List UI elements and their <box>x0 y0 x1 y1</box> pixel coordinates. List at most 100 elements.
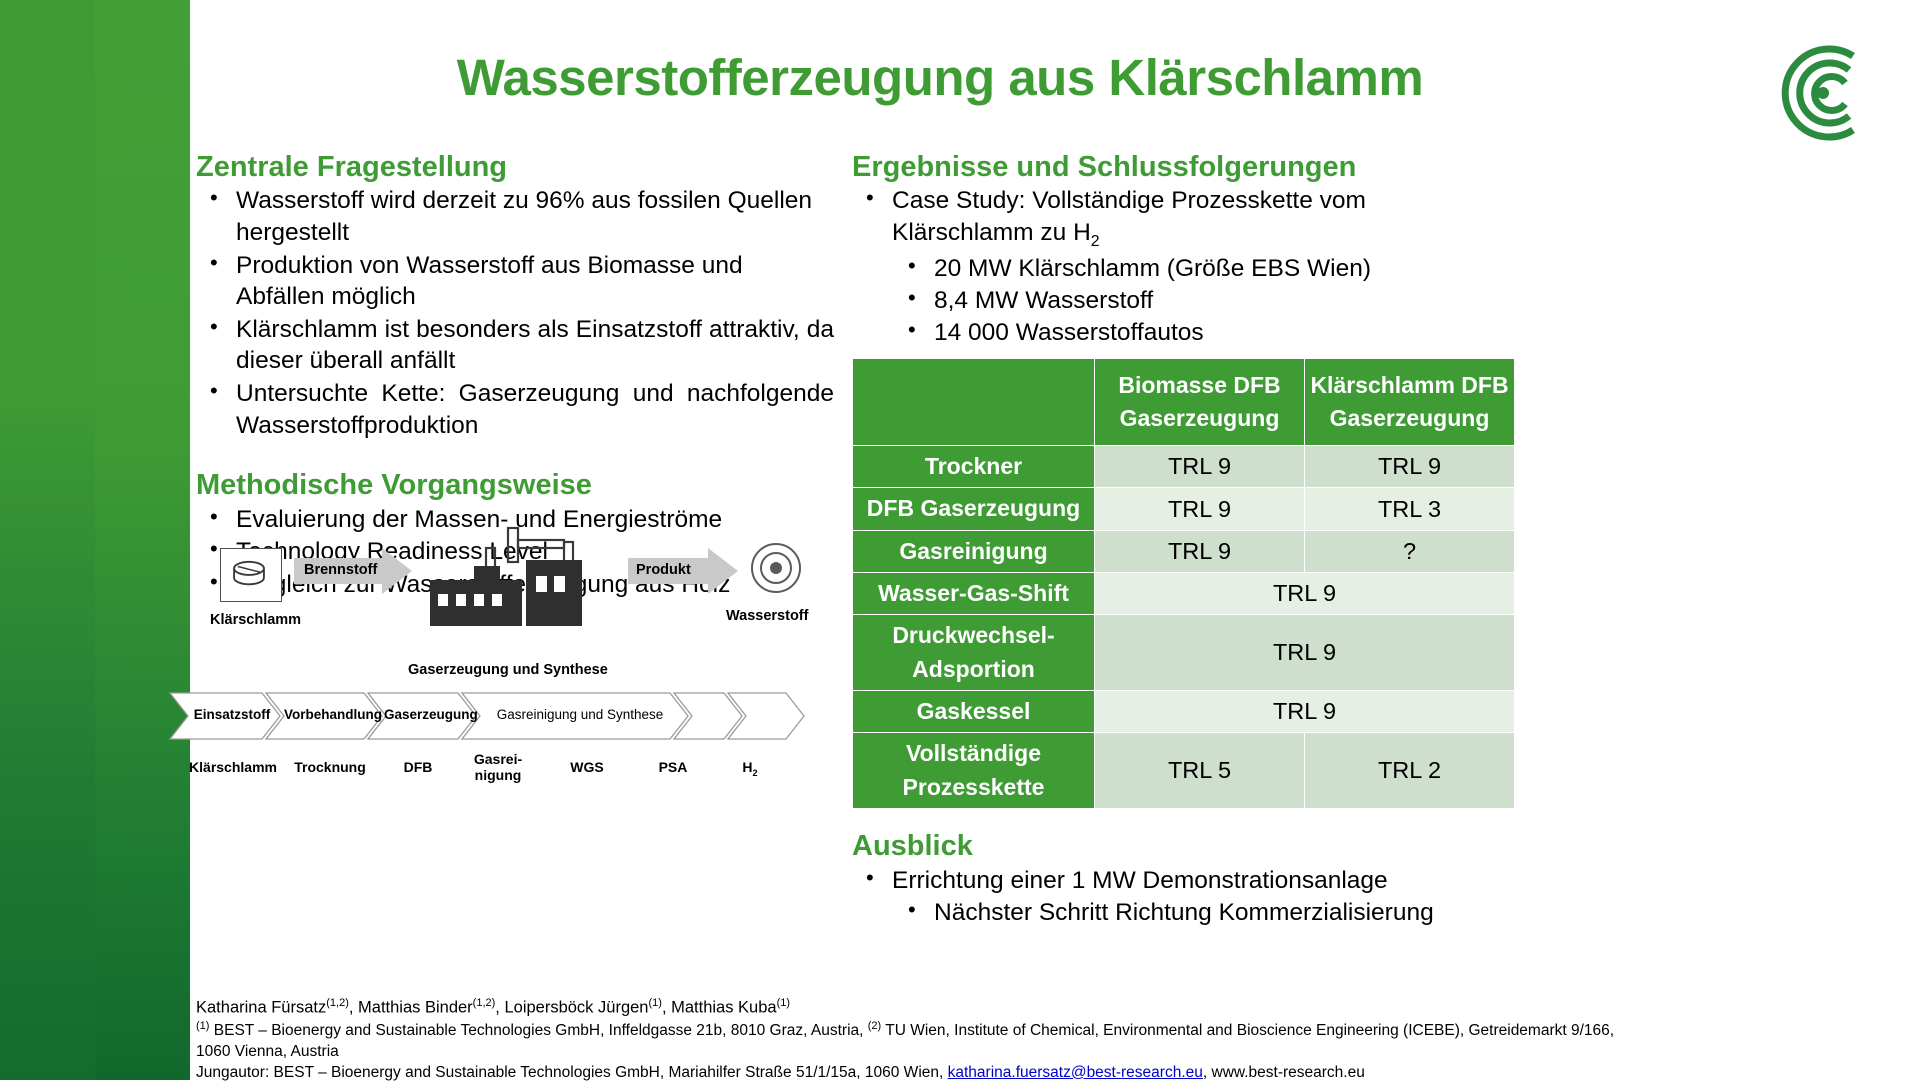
cell-klaerschlamm: TRL 3 <box>1304 487 1515 531</box>
spacer <box>852 809 1512 831</box>
best-research-swirl-logo <box>1753 38 1873 148</box>
row-header-trockner: Trockner <box>852 444 1095 489</box>
table-header-row: Biomasse DFB Gaserzeugung Klärschlamm DF… <box>852 357 1515 446</box>
list-item: Klärschlamm ist besonders als Einsatzsto… <box>196 313 834 377</box>
row-header-dfb-gaserzeugung: DFB Gaserzeugung <box>852 487 1095 531</box>
author-3-ref: (1) <box>648 997 662 1009</box>
author-4: , Matthias Kuba <box>661 998 777 1017</box>
cell-klaerschlamm: TRL 2 <box>1304 732 1515 810</box>
stage-label-gasreinigung: Gasrei-nigung <box>473 751 523 784</box>
left-accent-bar-inner <box>95 0 190 1080</box>
list-zentrale-fragestellung: Wasserstoff wird derzeit zu 96% aus foss… <box>196 184 834 441</box>
list-item: Evaluierung der Massen- und Energieström… <box>196 503 834 536</box>
list-item: Errichtung einer 1 MW Demonstrationsanla… <box>852 864 1512 897</box>
author-1-ref: (1,2) <box>326 997 349 1009</box>
affiliation-1-marker: (1) <box>196 1020 210 1033</box>
cell-klaerschlamm: TRL 9 <box>1304 444 1515 489</box>
list-item: Case Study: Vollständige Prozesskette vo… <box>852 184 1512 252</box>
cell-klaerschlamm: ? <box>1304 529 1515 574</box>
affiliation-1-text: BEST – Bioenergy and Sustainable Technol… <box>213 1022 864 1040</box>
author-2-ref: (1,2) <box>472 997 496 1009</box>
table-col-header-biomasse: Biomasse DFB Gaserzeugung <box>1094 357 1305 446</box>
arrow-produkt-icon <box>628 548 738 594</box>
footer-contact: Jungautor: BEST – Bioenergy and Sustaina… <box>196 1063 1616 1083</box>
list-item: Wasserstoff wird derzeit zu 96% aus foss… <box>196 184 834 248</box>
sublist-ausblick: Nächster Schritt Richtung Kommerzialisie… <box>852 896 1512 929</box>
contact-suffix: , www.best-research.eu <box>1202 1063 1365 1081</box>
cell-merged: TRL 9 <box>1094 690 1515 734</box>
author-3: , Loipersböck Jürgen <box>495 998 649 1017</box>
contact-prefix: Jungautor: BEST – Bioenergy and Sustaina… <box>196 1063 948 1081</box>
stage-label-wgs: WGS <box>570 759 604 775</box>
header-line-2: Gaserzeugung <box>1329 404 1490 431</box>
chevron-label-gaserzeugung: Gaserzeugung <box>384 707 478 722</box>
stage-label-psa: PSA <box>658 759 688 775</box>
table-corner-cell <box>852 357 1095 446</box>
arrow-brennstoff-icon <box>294 548 412 594</box>
chevron-label-gasreinigung-synthese: Gasreinigung und Synthese <box>496 707 664 722</box>
diagram-label-gaserzeugung-synthese: Gaserzeugung und Synthese <box>408 662 608 678</box>
stage-label-h2: H2 <box>742 759 758 778</box>
heading-ausblick: Ausblick <box>852 830 973 863</box>
row-header-wasser-gas-shift: Wasser-Gas-Shift <box>852 572 1095 616</box>
chevron-label-einsatzstoff: Einsatzstoff <box>193 707 271 722</box>
list-item: Produktion von Wasserstoff aus Biomasse … <box>196 249 834 313</box>
cell-biomasse: TRL 5 <box>1094 732 1305 810</box>
cell-biomasse: TRL 9 <box>1094 529 1305 574</box>
contact-email-link[interactable]: katharina.fuersatz@best-research.eu <box>947 1063 1203 1081</box>
klaerschlamm-icon <box>220 548 282 602</box>
list-item: 20 MW Klärschlamm (Größe EBS Wien) <box>852 252 1512 285</box>
list-item: 8,4 MW Wasserstoff <box>852 284 1512 317</box>
list-ausblick: Errichtung einer 1 MW Demonstrationsanla… <box>852 864 1512 897</box>
list-ergebnisse: Case Study: Vollständige Prozesskette vo… <box>852 184 1512 252</box>
process-flow-diagram: Klärschlamm Brennstoff Gaserzeugung und … <box>196 520 836 690</box>
heading-ergebnisse-schlussfolgerungen: Ergebnisse und Schlussfolgerungen <box>852 151 1357 183</box>
cell-biomasse: TRL 9 <box>1094 487 1305 531</box>
process-chain-chevrons: Einsatzstoff Vorbehandlung Gaserzeugung … <box>168 692 808 740</box>
page-title: Wasserstofferzeugung aus Klärschlamm <box>456 49 1424 106</box>
subscript-2: 2 <box>1090 232 1100 250</box>
diagram-label-brennstoff: Brennstoff <box>304 562 378 578</box>
table-col-header-klaerschlamm: Klärschlamm DFB Gaserzeugung <box>1304 357 1515 446</box>
table-row: Gaskessel TRL 9 <box>852 690 1515 734</box>
heading-methodische-vorgangsweise: Methodische Vorgangsweise <box>196 469 592 502</box>
cell-merged: TRL 9 <box>1094 614 1515 692</box>
author-4-ref: (1) <box>776 997 791 1009</box>
affiliation-2-text: TU Wien, Institute of Chemical, Environm… <box>196 1022 1615 1061</box>
list-item: Untersuchte Kette: Gaserzeugung und nach… <box>196 377 834 441</box>
row-header-gaskessel: Gaskessel <box>852 690 1095 734</box>
author-2: , Matthias Binder <box>348 998 473 1017</box>
diagram-label-wasserstoff: Wasserstoff <box>726 608 809 624</box>
cell-biomasse: TRL 9 <box>1094 444 1305 489</box>
heading-zentrale-fragestellung: Zentrale Fragestellung <box>196 151 508 183</box>
gasification-plant-icon <box>430 526 582 626</box>
trl-comparison-table: Biomasse DFB Gaserzeugung Klärschlamm DF… <box>852 357 1515 810</box>
wasserstoff-atom-icon <box>751 543 801 593</box>
list-item: Nächster Schritt Richtung Kommerzialisie… <box>852 896 1512 929</box>
header-line-2: Gaserzeugung <box>1119 404 1280 431</box>
table-row: DFB Gaserzeugung TRL 9 TRL 3 <box>852 487 1515 531</box>
process-chain-stage-labels: Klärschlamm Trocknung DFB Gasrei-nigung … <box>168 751 828 795</box>
sublist-ergebnisse: 20 MW Klärschlamm (Größe EBS Wien) 8,4 M… <box>852 252 1512 349</box>
table-row: Vollständige Prozesskette TRL 5 TRL 2 <box>852 732 1515 810</box>
stage-label-dfb: DFB <box>403 759 433 775</box>
row-header-vollstaendige-prozesskette: Vollständige Prozesskette <box>852 732 1095 810</box>
footer: Katharina Fürsatz(1,2), Matthias Binder(… <box>196 996 1616 1083</box>
row-header-gasreinigung: Gasreinigung <box>852 529 1095 574</box>
row-header-druckwechsel-adsportion: Druckwechsel- Adsportion <box>852 614 1095 692</box>
header-line-1: Biomasse DFB <box>1118 371 1281 398</box>
row-header-line-1: Vollständige <box>905 740 1042 767</box>
footer-authors: Katharina Fürsatz(1,2), Matthias Binder(… <box>196 996 1616 1019</box>
affiliation-2-marker: (2) <box>867 1020 882 1033</box>
list-item-text: Case Study: Vollständige Prozesskette vo… <box>892 187 1366 247</box>
cell-merged: TRL 9 <box>1094 572 1515 616</box>
left-accent-bar <box>0 0 190 1080</box>
table-row: Druckwechsel- Adsportion TRL 9 <box>852 614 1515 692</box>
chevron-label-vorbehandlung: Vorbehandlung <box>284 707 382 722</box>
right-content-column: Ergebnisse und Schlussfolgerungen Case S… <box>852 151 1515 929</box>
diagram-label-produkt: Produkt <box>636 562 691 578</box>
author-1: Katharina Fürsatz <box>196 998 327 1017</box>
row-header-line-2: Adsportion <box>912 655 1035 682</box>
table-row: Trockner TRL 9 TRL 9 <box>852 444 1515 489</box>
footer-affiliations: (1) BEST – Bioenergy and Sustainable Tec… <box>196 1019 1616 1062</box>
